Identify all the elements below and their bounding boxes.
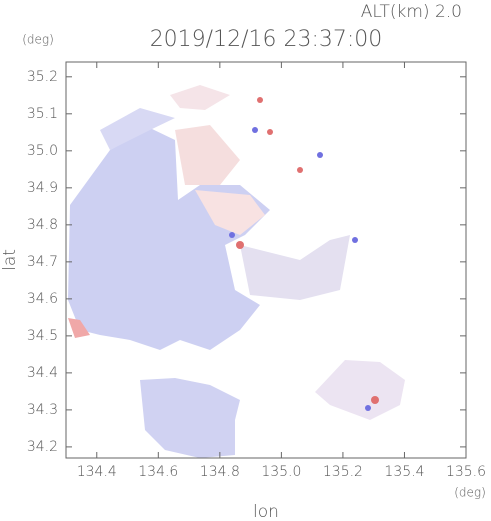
echo-region — [195, 190, 265, 235]
y-tick-label: 35.2 — [27, 69, 58, 85]
x-tick-label: 134.6 — [138, 464, 178, 480]
x-axis-label: lon — [253, 502, 279, 521]
echo-region — [100, 108, 175, 150]
echo-region — [170, 85, 230, 110]
plot-frame — [65, 61, 467, 459]
chart-title: 2019/12/16 23:37:00 — [150, 27, 383, 52]
echo-cell — [257, 97, 263, 103]
y-axis-label: lat — [0, 249, 20, 271]
y-tick-label: 34.3 — [27, 402, 58, 418]
annotation: ALT(km) 2.0 — [361, 2, 462, 22]
y-unit: (deg) — [22, 33, 54, 47]
echo-cell — [352, 237, 358, 243]
y-tick-label: 34.2 — [27, 439, 58, 455]
x-tick-label: 135.6 — [446, 464, 486, 480]
echo-cell — [317, 152, 323, 158]
x-tick-label: 134.4 — [77, 464, 117, 480]
echo-region — [68, 128, 270, 350]
y-tick-label: 35.0 — [27, 143, 58, 159]
x-unit: (deg) — [454, 486, 486, 500]
y-tick-label: 35.1 — [27, 106, 58, 122]
echo-region — [140, 378, 240, 458]
echo-cell — [236, 241, 244, 249]
x-tick-label: 135.0 — [261, 464, 301, 480]
x-tick-label: 135.2 — [323, 464, 363, 480]
x-tick-label: 135.4 — [384, 464, 424, 480]
echo-cell — [371, 396, 379, 404]
echo-region — [175, 125, 240, 185]
x-tick-label: 134.8 — [200, 464, 240, 480]
velocity-field — [68, 85, 405, 458]
y-tick-label: 34.5 — [27, 328, 58, 344]
y-tick-label: 34.6 — [27, 291, 58, 307]
y-tick-label: 34.7 — [27, 254, 58, 270]
y-tick-label: 34.9 — [27, 180, 58, 196]
echo-cell — [297, 167, 303, 173]
echo-region — [68, 318, 90, 338]
echo-cell — [267, 129, 273, 135]
y-tick-label: 34.8 — [27, 217, 58, 233]
echo-cell — [365, 405, 371, 411]
y-tick-label: 34.4 — [27, 365, 58, 381]
echo-cell — [229, 232, 235, 238]
echo-region — [315, 360, 405, 420]
echo-cell — [252, 127, 258, 133]
echo-region — [240, 235, 350, 300]
